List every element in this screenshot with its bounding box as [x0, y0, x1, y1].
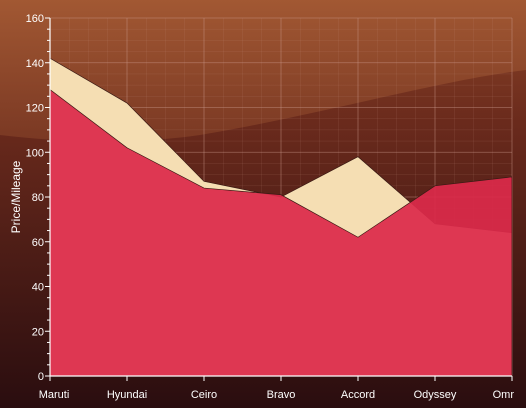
y-tick-label: 0	[38, 371, 44, 383]
y-tick-labels: 0 20 40 60 80 100 120 140 160	[26, 13, 44, 383]
x-tick-label: Bravo	[267, 389, 296, 401]
y-tick-label: 120	[26, 103, 44, 115]
data-areas	[50, 57, 512, 376]
y-tick-label: 80	[32, 192, 44, 204]
x-tick-label: Omr	[493, 389, 515, 401]
y-tick-label: 20	[32, 326, 44, 338]
y-tick-label: 140	[26, 58, 44, 70]
y-tick-label: 40	[32, 282, 44, 294]
x-tick-label: Odyssey	[414, 389, 457, 401]
x-tick-labels: Maruti Hyundai Ceiro Bravo Accord Odyssey Omr	[39, 389, 515, 401]
axes	[45, 17, 513, 381]
y-tick-label: 100	[26, 147, 44, 159]
y-tick-label: 160	[26, 13, 44, 25]
x-tick-label: Hyundai	[107, 389, 147, 401]
x-tick-label: Maruti	[39, 389, 70, 401]
x-tick-label: Accord	[341, 389, 375, 401]
area-series-2	[50, 89, 512, 376]
y-axis-title: Price/Mileage	[9, 160, 23, 233]
background-band	[0, 0, 526, 142]
y-tick-label: 60	[32, 237, 44, 249]
x-tick-label: Ceiro	[191, 389, 217, 401]
